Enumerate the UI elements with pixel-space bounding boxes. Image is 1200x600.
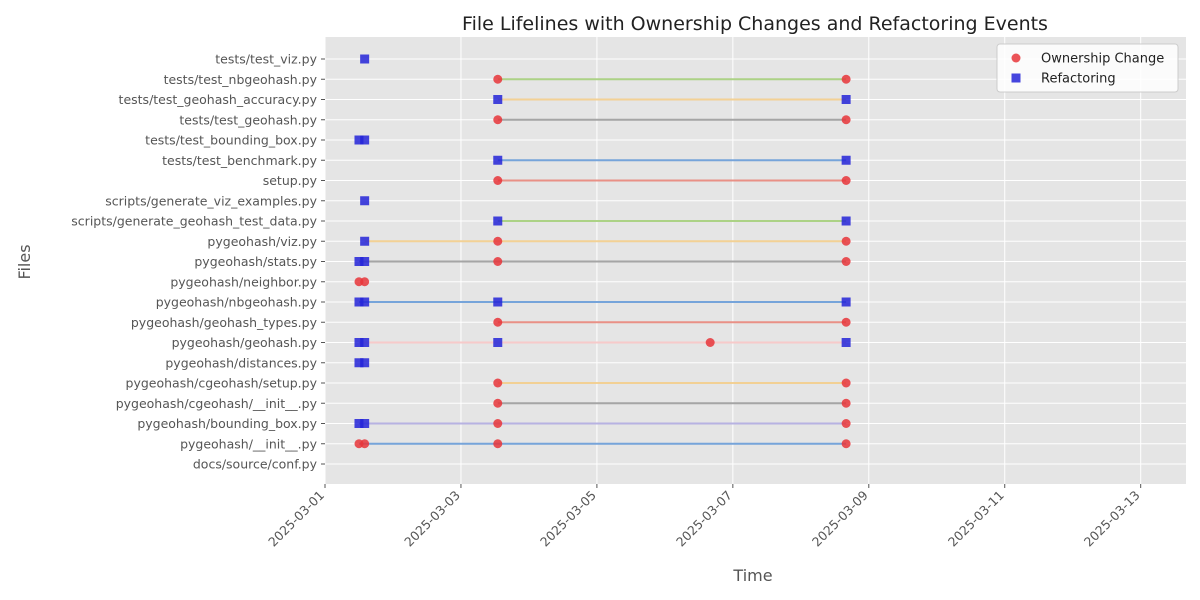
legend-ownership-marker [1011,53,1021,63]
ownership-change-point [705,338,715,347]
file-label: tests/test_bounding_box.py [145,133,317,148]
refactoring-point [354,297,364,307]
ownership-change-point [493,74,503,84]
file-label: scripts/generate_geohash_test_data.py [71,214,317,229]
refactoring-point [354,135,364,145]
ownership-change-point [841,236,851,246]
ownership-change-point [841,378,851,388]
refactoring-point [354,419,364,428]
file-label: pygeohash/nbgeohash.py [156,295,318,310]
ownership-change-point [493,398,503,408]
ownership-change-point [841,257,851,266]
refactoring-point [360,338,370,347]
legend-refactoring-marker [1011,73,1021,83]
file-label: setup.py [263,173,318,188]
refactoring-point [493,216,503,226]
refactoring-point [360,236,370,246]
refactoring-point [360,257,370,266]
legend: Ownership Change Refactoring [996,43,1179,93]
ownership-change-point [493,115,503,125]
refactoring-point [354,257,364,266]
ownership-change-point [841,74,851,84]
file-label: pygeohash/cgeohash/setup.py [126,376,318,391]
refactoring-point [493,338,503,347]
event-markers [354,54,851,449]
file-label: tests/test_viz.py [215,52,317,67]
chart-title: File Lifelines with Ownership Changes an… [462,13,1048,35]
file-label: tests/test_geohash.py [179,112,317,127]
refactoring-point [841,216,851,226]
file-label: docs/source/conf.py [193,457,318,472]
refactoring-point [493,155,503,165]
legend-refactoring-label: Refactoring [1041,72,1116,87]
ownership-change-point [493,419,503,428]
refactoring-point [360,135,370,145]
refactoring-point [360,196,370,206]
refactoring-point [360,297,370,307]
ownership-change-point [493,176,503,185]
y-axis-tick-labels: docs/source/conf.py pygeohash/__init__.py… [71,52,325,472]
ownership-change-point [841,317,851,327]
refactoring-point [841,155,851,165]
file-label: pygeohash/distances.py [165,355,317,370]
refactoring-point [841,297,851,307]
x-axis-label: Time [732,566,772,585]
refactoring-point [354,338,364,347]
file-label: pygeohash/geohash.py [172,335,318,350]
ownership-change-point [493,378,503,388]
ownership-change-point [360,277,370,287]
file-label: pygeohash/geohash_types.py [131,315,318,330]
file-label: pygeohash/viz.py [207,234,317,249]
ownership-change-point [841,419,851,428]
legend-ownership-label: Ownership Change [1041,52,1164,67]
file-label: tests/test_nbgeohash.py [164,72,318,87]
file-label: scripts/generate_viz_examples.py [105,193,317,208]
file-label: pygeohash/stats.py [194,254,317,269]
legend-box [996,43,1179,93]
ownership-change-point [841,115,851,125]
ownership-change-point [841,176,851,185]
ownership-change-point [493,257,503,266]
refactoring-point [360,419,370,428]
refactoring-point [354,358,364,368]
ownership-change-point [493,236,503,246]
refactoring-point [841,338,851,347]
refactoring-point [360,54,370,64]
y-axis-label: Files [15,244,34,279]
ownership-change-point [493,317,503,327]
file-label: pygeohash/cgeohash/__init__.py [116,396,318,411]
lifelines [358,78,847,445]
refactoring-point [360,358,370,368]
refactoring-point [493,95,503,104]
ownership-change-point [360,439,370,449]
file-label: pygeohash/neighbor.py [170,274,317,289]
ownership-change-point [493,439,503,449]
file-label: tests/test_geohash_accuracy.py [119,92,318,107]
file-label: pygeohash/bounding_box.py [137,416,317,431]
refactoring-point [493,297,503,307]
refactoring-point [841,95,851,104]
ownership-change-point [841,398,851,408]
ownership-change-point [841,439,851,449]
file-label: tests/test_benchmark.py [162,153,317,168]
file-label: pygeohash/__init__.py [180,436,318,451]
